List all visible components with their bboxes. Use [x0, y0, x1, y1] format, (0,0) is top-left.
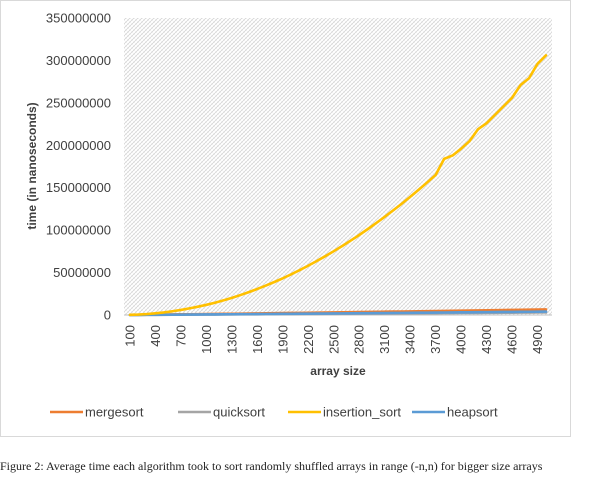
y-axis-title: time (in nanoseconds) — [25, 102, 39, 229]
x-tick-label: 4600 — [505, 325, 520, 354]
x-tick-label: 1000 — [199, 325, 214, 354]
plot-area — [124, 18, 552, 315]
x-tick-label: 2800 — [352, 325, 367, 354]
y-tick-label: 50000000 — [53, 265, 111, 280]
x-tick-label: 1900 — [275, 325, 290, 354]
y-tick-label: 250000000 — [46, 95, 111, 110]
figure-caption: Figure 2: Average time each algorithm to… — [0, 459, 543, 473]
legend: mergesort quicksort insertion_sort heapsort — [50, 405, 498, 420]
x-tick-label: 2500 — [326, 325, 341, 354]
x-tick-label: 3100 — [377, 325, 392, 354]
series-line-heapsort — [128, 310, 548, 317]
x-tick-label: 4900 — [530, 325, 545, 354]
legend-label-insertion-sort: insertion_sort — [323, 405, 401, 420]
x-tick-label: 2200 — [301, 325, 316, 354]
x-tick-label: 3400 — [403, 325, 418, 354]
legend-label-heapsort: heapsort — [447, 405, 498, 420]
series-line-insertion-sort — [128, 54, 548, 317]
y-tick-label: 300000000 — [46, 53, 111, 68]
y-tick-label: 100000000 — [46, 223, 111, 238]
y-tick-label: 200000000 — [46, 138, 111, 153]
y-tick-label: 150000000 — [46, 180, 111, 195]
y-tick-label: 350000000 — [46, 11, 111, 26]
x-tick-label: 700 — [173, 325, 188, 347]
x-tick-label: 100 — [123, 325, 138, 347]
x-axis-title: array size — [310, 364, 366, 378]
x-tick-label: 3700 — [428, 325, 443, 354]
x-tick-label: 1300 — [224, 325, 239, 354]
legend-label-mergesort: mergesort — [85, 405, 144, 420]
x-tick-label: 4300 — [479, 325, 494, 354]
x-tick-label: 1600 — [250, 325, 265, 354]
legend-label-quicksort: quicksort — [213, 405, 265, 420]
y-tick-label: 0 — [104, 308, 111, 323]
x-tick-label: 4000 — [454, 325, 469, 354]
x-tick-label: 400 — [148, 325, 163, 347]
